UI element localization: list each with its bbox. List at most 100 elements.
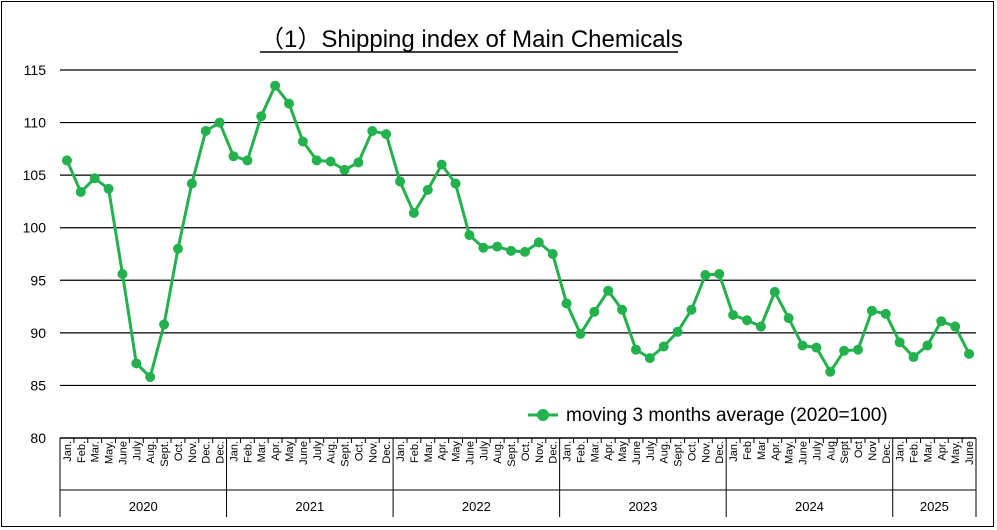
month-tick-label: Jan.	[728, 441, 740, 462]
month-tick-label: Mar.	[90, 441, 102, 462]
data-point	[256, 111, 267, 122]
data-point	[894, 337, 905, 348]
data-point	[408, 207, 419, 218]
month-tick-label: May	[451, 441, 463, 462]
data-point	[866, 305, 877, 316]
data-point	[214, 117, 225, 128]
month-tick-label: Mar	[756, 441, 768, 460]
month-tick-label: Sept	[839, 441, 851, 464]
month-tick-label: June	[798, 441, 810, 465]
month-tick-label: Dec.	[201, 441, 213, 464]
x-axis: Jan. Feb. Mar. May. June July Aug. Sept. Oct. Nov…	[59, 438, 977, 517]
month-tick-label: Nov.	[700, 441, 712, 463]
month-tick-label: Nov.	[187, 441, 199, 463]
data-point	[603, 285, 614, 296]
data-point	[186, 178, 197, 189]
month-tick-label: Jan.	[62, 441, 74, 462]
y-tick-label: 90	[30, 325, 46, 341]
month-tick-label: Nov	[867, 441, 879, 461]
month-tick-label: Oct	[853, 441, 865, 458]
month-tick-label: Sept.	[340, 441, 352, 467]
data-point	[853, 344, 864, 355]
month-tick-label: Oct.	[173, 441, 185, 461]
month-tick-label: May.	[104, 441, 116, 464]
data-point	[617, 304, 628, 315]
year-label-2025: 2025	[920, 499, 949, 514]
data-point	[561, 298, 572, 309]
data-point	[145, 372, 156, 383]
month-tick-label: Apr.	[270, 441, 282, 461]
month-tick-label: Oct.	[520, 441, 532, 461]
month-tick-label: July	[312, 441, 324, 461]
data-point	[533, 237, 544, 248]
data-point	[658, 341, 669, 352]
data-point	[464, 230, 475, 241]
data-point	[686, 304, 697, 315]
legend: moving 3 months average (2020=100)	[528, 405, 888, 426]
data-point	[714, 268, 725, 279]
month-tick-label: Jan.	[228, 441, 240, 462]
data-point	[131, 358, 142, 369]
month-tick-label: Apr.	[437, 441, 449, 461]
y-tick-label: 80	[30, 430, 46, 446]
y-tick-label: 100	[23, 220, 47, 236]
month-tick-label: Nov.	[367, 441, 379, 463]
data-point	[367, 125, 378, 136]
data-point	[172, 243, 183, 254]
data-point	[769, 286, 780, 297]
data-point	[450, 178, 461, 189]
month-tick-label: Feb.	[909, 441, 921, 463]
month-tick-label: Aug	[825, 441, 837, 461]
data-point	[506, 245, 517, 256]
data-point	[228, 151, 239, 162]
month-tick-label: Dec.	[381, 441, 393, 464]
data-point	[89, 173, 100, 184]
data-point	[353, 157, 364, 168]
month-tick-label: Feb.	[76, 441, 88, 463]
data-point	[825, 366, 836, 377]
data-point	[950, 321, 961, 332]
year-label-2021: 2021	[295, 499, 324, 514]
data-point	[908, 352, 919, 363]
month-tick-label: Nov.	[534, 441, 546, 463]
month-tick-label: Feb.	[242, 441, 254, 463]
data-point	[270, 80, 281, 91]
month-tick-label: Mar.	[423, 441, 435, 462]
data-point	[395, 176, 406, 187]
data-point	[61, 155, 72, 166]
month-tick-label: July	[645, 441, 657, 461]
data-point	[159, 319, 170, 330]
year-label-2020: 2020	[129, 499, 158, 514]
data-point	[755, 321, 766, 332]
month-tick-label: June	[464, 441, 476, 465]
y-tick-label: 95	[30, 272, 46, 288]
data-point	[839, 345, 850, 356]
month-tick-label: Jan.	[562, 441, 574, 462]
year-label-2023: 2023	[628, 499, 657, 514]
month-tick-label: Apr.	[770, 441, 782, 461]
data-point	[381, 129, 392, 140]
year-label-2024: 2024	[795, 499, 824, 514]
data-point	[200, 125, 211, 136]
month-tick-label: Sept.	[159, 441, 171, 467]
data-point	[700, 270, 711, 281]
month-tick-label: Dec.	[881, 441, 893, 464]
month-tick-label: Mar.	[922, 441, 934, 462]
y-tick-label: 110	[24, 115, 47, 131]
month-tick-label: Feb	[742, 441, 754, 460]
month-tick-label: Apr.	[603, 441, 615, 461]
y-tick-label: 115	[24, 62, 47, 78]
data-point	[783, 313, 794, 324]
month-tick-label: June	[964, 441, 976, 465]
month-tick-label: Aug.	[659, 441, 671, 464]
month-tick-label: Sept.	[506, 441, 518, 467]
year-label-2022: 2022	[462, 499, 491, 514]
data-point	[422, 184, 433, 195]
y-tick-label: 85	[30, 377, 46, 393]
data-point	[519, 246, 530, 257]
data-point	[728, 309, 739, 320]
month-tick-label: July	[478, 441, 490, 461]
month-tick-label: Mar.	[589, 441, 601, 462]
